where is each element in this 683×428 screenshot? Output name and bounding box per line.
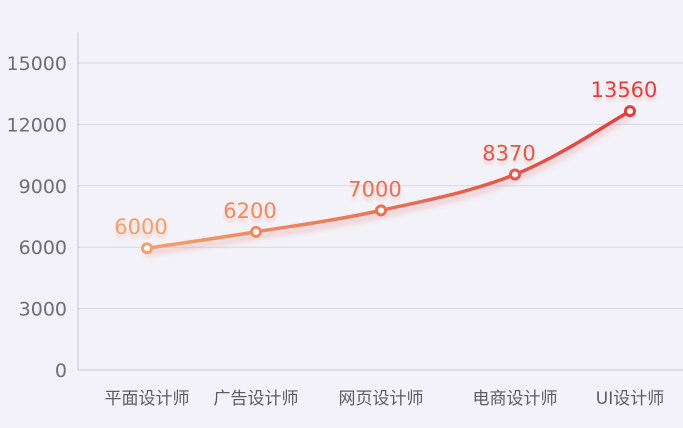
y-tick-label: 12000 xyxy=(7,114,67,136)
data-point xyxy=(250,225,262,238)
data-label: 7000 xyxy=(348,177,401,201)
data-points xyxy=(141,105,636,255)
x-category-label: 网页设计师 xyxy=(339,389,424,409)
y-tick-label: 0 xyxy=(55,360,67,382)
data-point xyxy=(624,105,636,118)
data-label: 6000 xyxy=(114,215,167,239)
data-label: 13560 xyxy=(591,78,658,102)
y-tick-label: 6000 xyxy=(19,237,67,259)
x-category-label: 平面设计师 xyxy=(105,389,190,409)
axes xyxy=(77,32,683,371)
data-label: 6200 xyxy=(223,199,276,223)
y-tick-label: 15000 xyxy=(7,53,67,75)
data-labels: 6000 6200 7000 8370 13560 xyxy=(114,78,657,239)
data-label: 8370 xyxy=(482,142,535,166)
grid-lines xyxy=(78,62,683,310)
x-axis-category-labels: 平面设计师 广告设计师 网页设计师 电商设计师 UI设计师 xyxy=(105,389,665,409)
x-category-label: 广告设计师 xyxy=(214,389,299,409)
x-category-label: 电商设计师 xyxy=(473,389,558,409)
data-point xyxy=(509,168,521,181)
y-tick-label: 9000 xyxy=(19,176,67,198)
data-point xyxy=(375,204,387,217)
y-tick-label: 3000 xyxy=(19,299,67,321)
x-category-label: UI设计师 xyxy=(596,389,664,409)
data-point xyxy=(141,242,153,255)
y-axis-tick-labels: 0 3000 6000 9000 12000 15000 xyxy=(7,53,67,382)
